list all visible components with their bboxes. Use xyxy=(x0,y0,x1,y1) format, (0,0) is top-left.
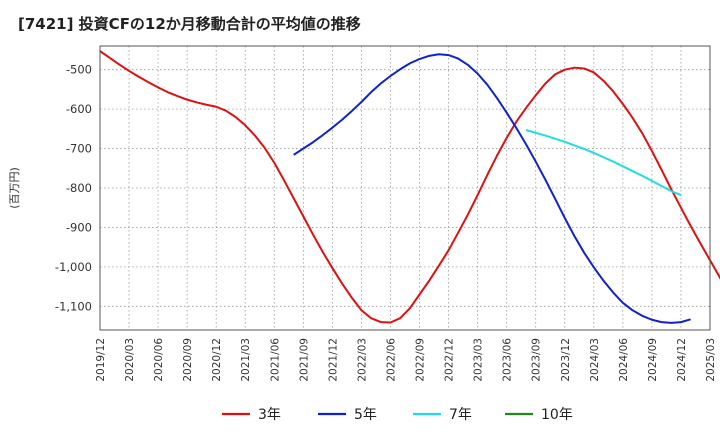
grid-lines xyxy=(100,46,710,330)
series-line-2 xyxy=(293,53,691,324)
x-tick-label: 2022/09 xyxy=(415,338,427,382)
x-tick-label: 2024/12 xyxy=(676,338,688,382)
x-tick-label: 2020/09 xyxy=(182,338,194,382)
x-tick-label: 2024/03 xyxy=(589,338,601,382)
x-tick-label: 2022/06 xyxy=(385,338,397,382)
x-tick-label: 2024/06 xyxy=(618,338,630,382)
legend: 3年 5年 7年 10年 xyxy=(222,407,573,423)
y-axis: -500 -600 -700 -800 -900 -1,000 -1,100 xyxy=(55,63,92,314)
y-tick-label: -1,000 xyxy=(55,260,92,274)
y-tick-label: -1,100 xyxy=(55,299,92,313)
x-tick-label: 2019/12 xyxy=(95,338,107,382)
x-tick-label: 2020/03 xyxy=(124,338,136,382)
y-tick-label: -600 xyxy=(66,102,92,116)
x-tick-label: 2020/06 xyxy=(153,338,165,382)
series-line-1 xyxy=(99,50,720,324)
x-tick-label: 2021/09 xyxy=(298,338,310,382)
x-axis: 2019/12 2020/03 2020/06 2020/09 2020/12 2021/… xyxy=(95,338,717,382)
legend-label-2: 5年 xyxy=(354,407,377,423)
x-tick-label: 2021/12 xyxy=(327,338,339,382)
y-tick-label: -800 xyxy=(66,181,92,195)
y-axis-label: (百万円) xyxy=(8,167,21,209)
y-tick-label: -500 xyxy=(66,63,92,77)
y-tick-label: -700 xyxy=(66,142,92,156)
chart-title: [7421] 投資CFの12か月移動合計の平均値の推移 xyxy=(18,15,361,33)
plot-frame xyxy=(99,45,711,331)
series-line-3 xyxy=(525,129,682,197)
legend-label-1: 3年 xyxy=(258,407,281,423)
x-tick-label: 2023/09 xyxy=(531,338,543,382)
series-layer xyxy=(99,50,720,324)
legend-label-4: 10年 xyxy=(541,407,573,423)
x-tick-label: 2025/03 xyxy=(705,338,717,382)
x-tick-label: 2022/12 xyxy=(444,338,456,382)
x-tick-label: 2023/12 xyxy=(560,338,572,382)
x-tick-label: 2023/03 xyxy=(473,338,485,382)
x-tick-label: 2021/06 xyxy=(269,338,281,382)
y-tick-label: -900 xyxy=(66,220,92,234)
x-tick-label: 2023/06 xyxy=(502,338,514,382)
legend-label-3: 7年 xyxy=(449,407,472,423)
x-tick-label: 2021/03 xyxy=(240,338,252,382)
x-tick-label: 2020/12 xyxy=(211,338,223,382)
x-tick-label: 2024/09 xyxy=(647,338,659,382)
x-tick-label: 2022/03 xyxy=(356,338,368,382)
